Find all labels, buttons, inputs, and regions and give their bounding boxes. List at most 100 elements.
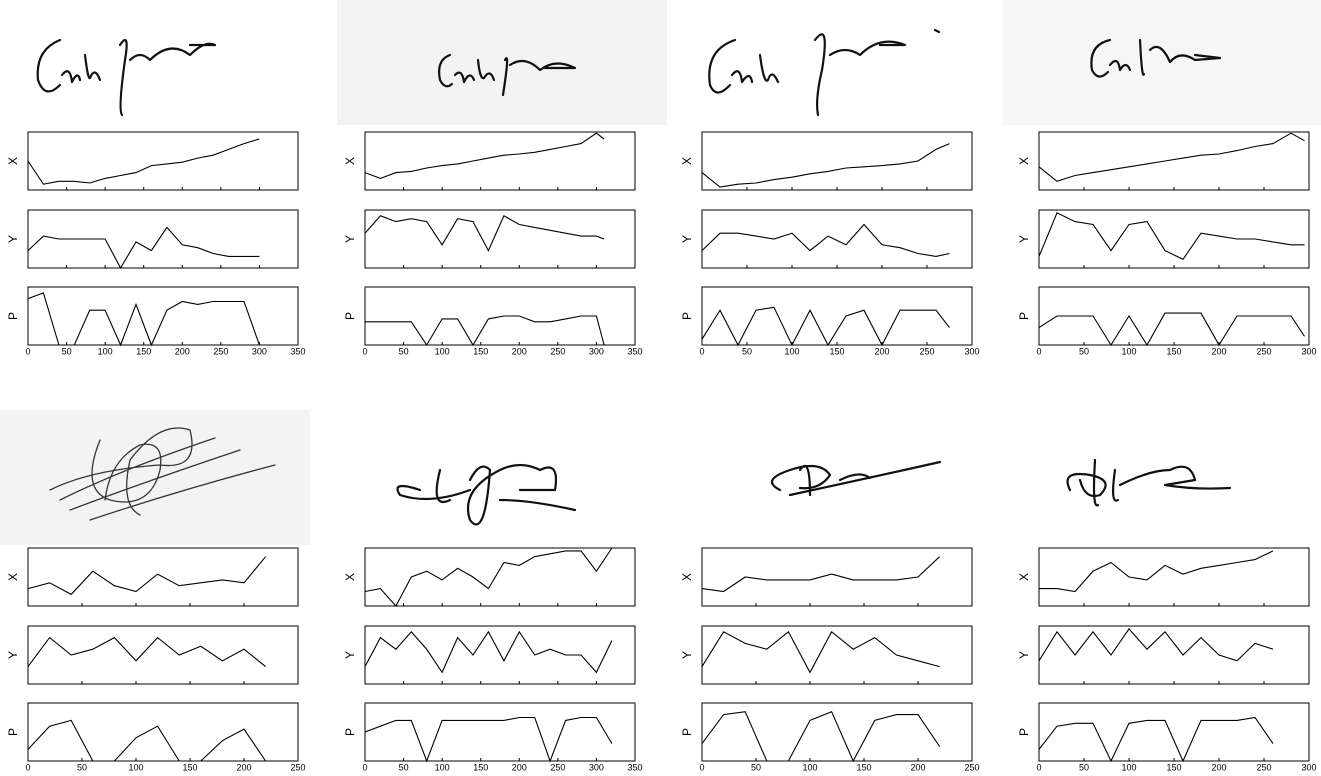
series-line — [27, 556, 267, 596]
plot-frame — [27, 547, 299, 607]
signature — [396, 463, 577, 526]
x-tick-label: 0 — [699, 346, 704, 356]
x-tick-label: 150 — [182, 762, 197, 772]
plot-frame — [27, 625, 299, 685]
series-line — [27, 292, 260, 347]
y-axis-label: P — [6, 728, 20, 736]
x-tick-label: 350 — [290, 346, 305, 356]
x-tick-label: 250 — [1256, 762, 1271, 772]
y-axis-label: X — [343, 573, 357, 581]
series-line — [701, 306, 950, 347]
x-tick-label: 250 — [550, 762, 565, 772]
x-tick-label: 100 — [802, 762, 817, 772]
signature — [770, 460, 942, 497]
y-axis-label: X — [6, 157, 20, 165]
y-axis-label: Y — [1017, 651, 1031, 659]
x-tick-label: 300 — [589, 762, 604, 772]
series-line — [27, 636, 266, 668]
y-axis-label: Y — [6, 235, 20, 243]
plot-frame — [701, 547, 973, 607]
y-axis-label: Y — [1017, 235, 1031, 243]
x-tick-label: 200 — [874, 346, 889, 356]
series-line — [701, 143, 950, 188]
x-tick-label: 250 — [550, 346, 565, 356]
x-tick-label: 200 — [236, 762, 251, 772]
signature — [36, 38, 217, 117]
plot-frame — [1038, 702, 1310, 762]
x-tick-label: 50 — [62, 346, 72, 356]
signatures — [0, 0, 1321, 545]
x-tick-label: 350 — [627, 762, 642, 772]
y-axis-label: X — [680, 157, 694, 165]
x-tick-label: 100 — [435, 346, 450, 356]
x-tick-label: 100 — [435, 762, 450, 772]
plot-frame — [1038, 625, 1310, 685]
y-axis-label: P — [1017, 728, 1031, 736]
series-line — [27, 138, 260, 185]
series-line — [1038, 312, 1305, 347]
x-tick-label: 0 — [362, 346, 367, 356]
x-tick-label: 200 — [910, 762, 925, 772]
x-tick-label: 300 — [964, 346, 979, 356]
x-tick-label: 0 — [25, 762, 30, 772]
x-tick-label: 150 — [1166, 762, 1181, 772]
y-axis-label: Y — [680, 235, 694, 243]
y-axis-label: X — [1017, 157, 1031, 165]
series-line — [27, 719, 267, 762]
x-tick-label: 350 — [627, 346, 642, 356]
x-tick-label: 0 — [362, 762, 367, 772]
x-tick-label: 200 — [1211, 346, 1226, 356]
series-line — [364, 547, 613, 607]
x-tick-label: 250 — [964, 762, 979, 772]
x-tick-label: 100 — [128, 762, 143, 772]
plot-frame — [701, 702, 973, 762]
y-axis-label: Y — [6, 651, 20, 659]
plot-frame — [1038, 131, 1310, 191]
x-tick-label: 200 — [1211, 762, 1226, 772]
plot-frame — [701, 209, 973, 269]
x-tick-label: 100 — [1121, 346, 1136, 356]
plot-frame — [27, 702, 299, 762]
x-tick-label: 250 — [213, 346, 228, 356]
y-axis-label: P — [680, 312, 694, 320]
plot-frame — [364, 547, 636, 607]
y-axis-label: X — [6, 573, 20, 581]
x-tick-label: 0 — [699, 762, 704, 772]
x-tick-label: 50 — [399, 762, 409, 772]
x-tick-label: 150 — [473, 346, 488, 356]
plot-frame — [27, 286, 299, 346]
series-line — [701, 630, 940, 674]
x-tick-label: 300 — [1301, 762, 1316, 772]
series-line — [701, 710, 941, 763]
y-axis-label: P — [1017, 312, 1031, 320]
y-axis-label: P — [6, 312, 20, 320]
x-tick-label: 50 — [399, 346, 409, 356]
signature — [1066, 458, 1232, 507]
plot-frame — [27, 209, 299, 269]
series-line — [365, 315, 605, 347]
series-line — [364, 132, 605, 179]
series-line — [27, 226, 260, 270]
series-line — [364, 716, 613, 763]
x-tick-label: 0 — [1036, 762, 1041, 772]
x-tick-label: 250 — [1256, 346, 1271, 356]
series-line — [701, 223, 950, 257]
signature-bg — [1003, 0, 1321, 125]
series-line — [364, 630, 613, 674]
plot-frame — [364, 625, 636, 685]
x-tick-label: 200 — [512, 762, 527, 772]
x-tick-label: 300 — [252, 346, 267, 356]
y-axis-label: Y — [343, 235, 357, 243]
series-line — [364, 215, 605, 252]
x-tick-label: 200 — [175, 346, 190, 356]
series-line — [1038, 716, 1274, 763]
series-line — [1038, 628, 1274, 662]
x-tick-label: 50 — [1079, 346, 1089, 356]
series-line — [1038, 132, 1305, 182]
x-tick-label: 250 — [919, 346, 934, 356]
series-line — [701, 556, 940, 593]
x-tick-label: 50 — [77, 762, 87, 772]
x-tick-label: 50 — [1079, 762, 1089, 772]
x-tick-label: 100 — [1121, 762, 1136, 772]
